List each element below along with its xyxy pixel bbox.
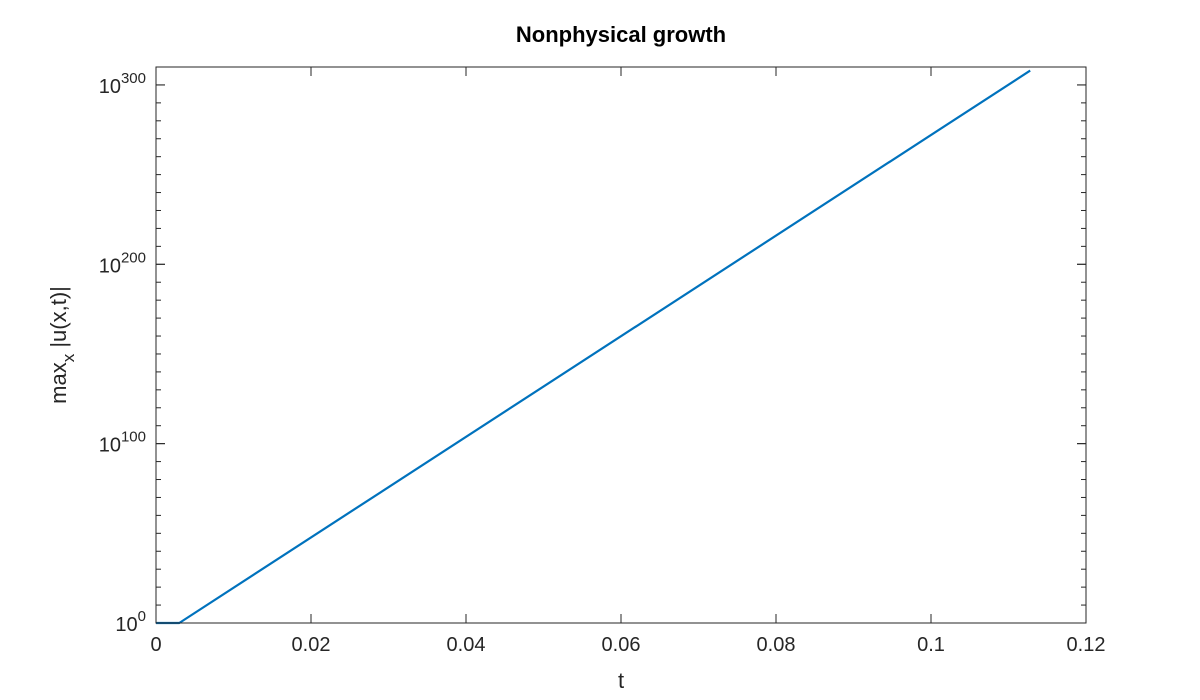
- tick-layer: [155, 67, 1087, 624]
- y-tick-label: 10300: [99, 70, 146, 98]
- x-tick-label: 0.04: [447, 634, 486, 656]
- x-axis-label: t: [618, 668, 624, 693]
- x-tick-label: 0: [150, 634, 161, 656]
- y-tick-label: 10200: [99, 249, 146, 277]
- x-tick-label: 0.1: [917, 634, 945, 656]
- y-tick-label-exponent: 0: [138, 608, 146, 625]
- y-axis-label-main: max: [46, 362, 71, 404]
- y-tick-label-base: 10: [99, 255, 121, 277]
- y-axis-label-subscript: x: [59, 353, 78, 362]
- y-tick-label: 100: [115, 608, 146, 636]
- y-axis-label-rest: |u(x,t)|: [46, 286, 71, 354]
- y-tick-label: 10100: [99, 429, 146, 457]
- x-tick-label: 0.06: [602, 634, 641, 656]
- y-axis-label: maxx |u(x,t)|: [46, 286, 78, 404]
- y-tick-label-exponent: 100: [121, 429, 146, 446]
- plot-area: [156, 67, 1086, 623]
- x-tick-label: 0.02: [292, 634, 331, 656]
- x-tick-label: 0.12: [1067, 634, 1106, 656]
- y-tick-label-exponent: 300: [121, 70, 146, 87]
- chart-title: Nonphysical growth: [516, 22, 726, 47]
- y-tick-label-exponent: 200: [121, 249, 146, 266]
- label-layer: 0 0.02 0.04 0.06 0.08 0.1 0.121001010010200103…: [99, 70, 1106, 656]
- x-tick-label: 0.08: [757, 634, 796, 656]
- y-tick-label-base: 10: [99, 435, 121, 457]
- y-tick-label-base: 10: [115, 614, 137, 636]
- y-tick-label-base: 10: [99, 76, 121, 98]
